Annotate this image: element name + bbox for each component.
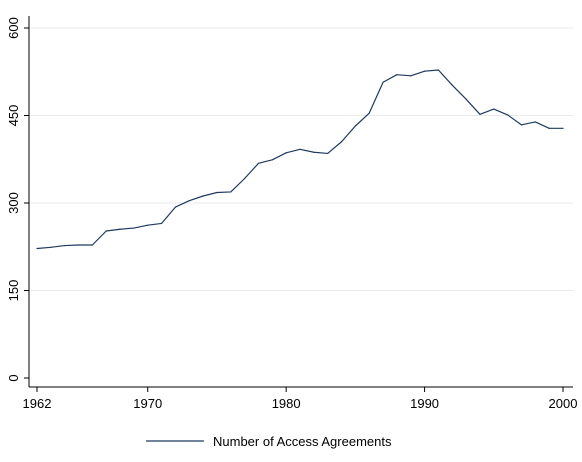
data-point-1989	[410, 75, 412, 77]
data-point-1982	[313, 151, 315, 153]
y-tick-label-300: 300	[6, 192, 21, 214]
data-point-1969	[133, 227, 135, 229]
y-tick-label-0: 0	[6, 374, 21, 381]
data-point-1976	[230, 191, 232, 193]
grid-lines	[29, 27, 573, 291]
data-point-1978	[257, 162, 260, 164]
data-point-1971	[160, 222, 163, 225]
data-point-1983	[327, 152, 329, 155]
data-point-1977	[244, 177, 246, 180]
x-tick-label-1980: 1980	[272, 396, 301, 411]
data-point-1992	[451, 84, 453, 86]
series-line-0	[36, 69, 563, 250]
data-point-1965	[77, 244, 80, 246]
legend-label-number-of-access-agreements: Number of Access Agreements	[213, 434, 392, 449]
y-tick-label-450: 450	[6, 105, 21, 127]
data-point-1996	[507, 114, 509, 116]
data-point-1963	[50, 246, 52, 248]
data-point-1973	[188, 200, 190, 202]
y-tick-label-600: 600	[6, 17, 21, 39]
data-point-1998	[534, 121, 536, 123]
data-point-1980	[285, 152, 287, 154]
data-point-1970	[147, 224, 149, 226]
data-point-1962	[36, 247, 38, 250]
data-point-2000	[562, 127, 564, 129]
x-tick-label-1970: 1970	[133, 396, 162, 411]
x-tick-label-1990: 1990	[410, 396, 439, 411]
legend: Number of Access Agreements	[146, 434, 392, 449]
axes	[28, 16, 573, 388]
x-axis-ticks: 1962 1970 1980 1990 2000	[23, 387, 578, 411]
data-point-1990	[423, 70, 426, 72]
data-point-1991	[437, 69, 440, 71]
data-point-1966	[91, 244, 93, 246]
data-point-1968	[119, 228, 121, 230]
series-layer	[36, 69, 564, 250]
x-tick-label-2000: 2000	[549, 396, 578, 411]
data-point-1964	[64, 244, 66, 247]
data-point-1999	[548, 127, 550, 129]
data-point-1974	[202, 195, 204, 197]
data-point-1997	[520, 124, 523, 126]
y-axis-ticks: 0 150 300 450 600	[6, 17, 29, 382]
data-point-1972	[174, 206, 177, 208]
data-point-1986	[368, 112, 370, 114]
data-point-1993	[465, 98, 467, 100]
data-point-1995	[493, 108, 495, 110]
data-point-1987	[382, 81, 384, 83]
data-point-1981	[299, 148, 301, 150]
data-point-1975	[216, 191, 218, 194]
data-point-1967	[105, 230, 107, 232]
data-point-1984	[340, 141, 343, 143]
x-tick-label-1962: 1962	[23, 396, 52, 411]
data-point-1994	[479, 113, 481, 115]
data-point-1979	[271, 159, 273, 161]
data-point-1985	[354, 125, 356, 127]
data-point-1988	[396, 74, 398, 76]
y-tick-label-150: 150	[6, 280, 21, 302]
